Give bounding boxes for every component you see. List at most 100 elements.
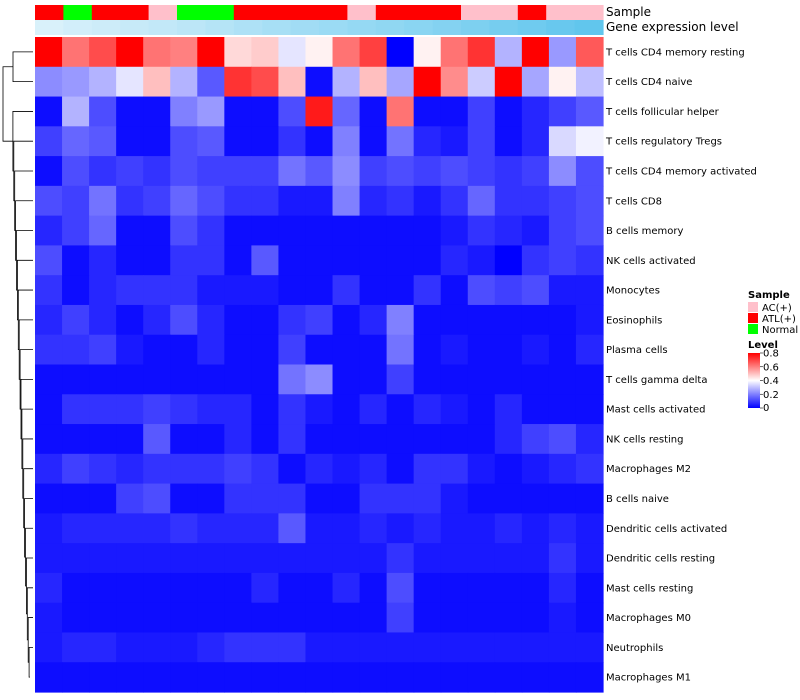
heatmap-cell	[548, 96, 577, 127]
heatmap-cell	[197, 245, 225, 276]
heatmap-cell	[521, 275, 550, 306]
heatmap-cell	[224, 96, 252, 127]
heatmap-cell	[548, 156, 577, 187]
row-label: T cells gamma delta	[605, 375, 707, 386]
sample-legend-label: ATL(+)	[762, 314, 796, 325]
heatmap-cell	[413, 215, 442, 247]
heatmap-cell	[494, 364, 523, 395]
heatmap-cell	[548, 334, 577, 366]
heatmap-cell	[197, 632, 225, 663]
heatmap-cell	[170, 543, 198, 574]
heatmap-cell	[467, 543, 496, 574]
sample-legend-swatch	[748, 313, 758, 323]
heatmap-cell	[575, 96, 604, 127]
heatmap-cell	[548, 364, 577, 395]
heatmap-cell	[548, 424, 577, 455]
heatmap-cell	[521, 96, 550, 127]
heatmap-cell	[224, 394, 252, 425]
heatmap-cell	[332, 304, 361, 336]
heatmap-cell	[170, 424, 198, 455]
heatmap-cell	[359, 245, 388, 276]
heatmap-cell	[305, 334, 334, 366]
heatmap-cell	[386, 364, 415, 395]
heatmap-cell	[116, 215, 144, 247]
heatmap-cell	[197, 483, 225, 514]
heatmap-cell	[413, 245, 442, 276]
row-label: Dendritic cells resting	[606, 554, 715, 565]
heatmap-cell	[197, 185, 225, 217]
heatmap-cell	[494, 96, 523, 127]
heatmap-cell	[413, 453, 442, 485]
heatmap-cell	[251, 185, 280, 217]
heatmap-cell	[359, 662, 388, 693]
heatmap-cell	[548, 632, 577, 663]
heatmap-cell	[413, 126, 442, 157]
row-label: T cells CD4 memory resting	[605, 47, 745, 58]
heatmap-cell	[332, 543, 361, 574]
heatmap-cell	[35, 126, 63, 157]
heatmap-cell	[224, 602, 252, 634]
heatmap-cell	[467, 602, 496, 634]
heatmap-cell	[62, 66, 90, 98]
heatmap-cell	[251, 304, 280, 336]
heatmap-cell	[440, 394, 469, 425]
heatmap-cell	[575, 424, 604, 455]
heatmap-cell	[359, 185, 388, 217]
heatmap-cell	[62, 483, 90, 514]
heatmap-cell	[305, 632, 334, 663]
heatmap-cell	[548, 66, 577, 98]
heatmap-cell	[521, 364, 550, 395]
heatmap-cell	[548, 572, 577, 604]
heatmap-cell	[332, 572, 361, 604]
heatmap-cell	[35, 215, 63, 247]
level-legend-title: Level	[748, 340, 778, 351]
heatmap-cell	[224, 632, 252, 663]
heatmap-cell	[170, 602, 198, 634]
gene-expression-cell	[432, 20, 462, 35]
heatmap-cell	[170, 126, 198, 157]
heatmap-cell	[494, 156, 523, 187]
sample-legend-label: Normal	[762, 325, 798, 336]
heatmap-cell	[62, 304, 90, 336]
heatmap-cell	[494, 394, 523, 425]
heatmap-cell	[35, 424, 63, 455]
gene-expression-cell	[205, 20, 235, 35]
heatmap-cell	[359, 334, 388, 366]
gene-expression-annotation-label: Gene expression level	[606, 20, 739, 34]
heatmap-cell	[278, 543, 307, 574]
heatmap-cell	[170, 156, 198, 187]
heatmap-cell	[332, 156, 361, 187]
heatmap-cell	[35, 364, 63, 395]
heatmap-cell	[548, 543, 577, 574]
heatmap-cell	[197, 156, 225, 187]
heatmap-cell	[197, 96, 225, 127]
heatmap-cell	[575, 394, 604, 425]
heatmap-cell	[251, 66, 280, 98]
heatmap-cell	[494, 543, 523, 574]
heatmap-cell	[575, 364, 604, 395]
heatmap-cell	[386, 394, 415, 425]
heatmap-cell	[413, 275, 442, 306]
heatmap-cell	[89, 662, 117, 693]
heatmap-cell	[251, 572, 280, 604]
heatmap-cell	[467, 66, 496, 98]
heatmap-cell	[224, 424, 252, 455]
heatmap-cell	[359, 96, 388, 127]
gene-expression-cell	[262, 20, 292, 35]
heatmap-cell	[170, 96, 198, 127]
heatmap-cell	[386, 156, 415, 187]
heatmap-cell	[413, 662, 442, 693]
heatmap-cell	[413, 424, 442, 455]
heatmap-cell	[170, 304, 198, 336]
heatmap-cell	[494, 424, 523, 455]
heatmap-cell	[143, 662, 171, 693]
heatmap-cell	[521, 602, 550, 634]
heatmap-cell	[197, 662, 225, 693]
heatmap-cell	[62, 334, 90, 366]
heatmap-cell	[413, 96, 442, 127]
heatmap-cell	[386, 662, 415, 693]
heatmap-cell	[359, 424, 388, 455]
heatmap-cell	[440, 364, 469, 395]
heatmap-cell	[143, 126, 171, 157]
heatmap-cell	[359, 394, 388, 425]
